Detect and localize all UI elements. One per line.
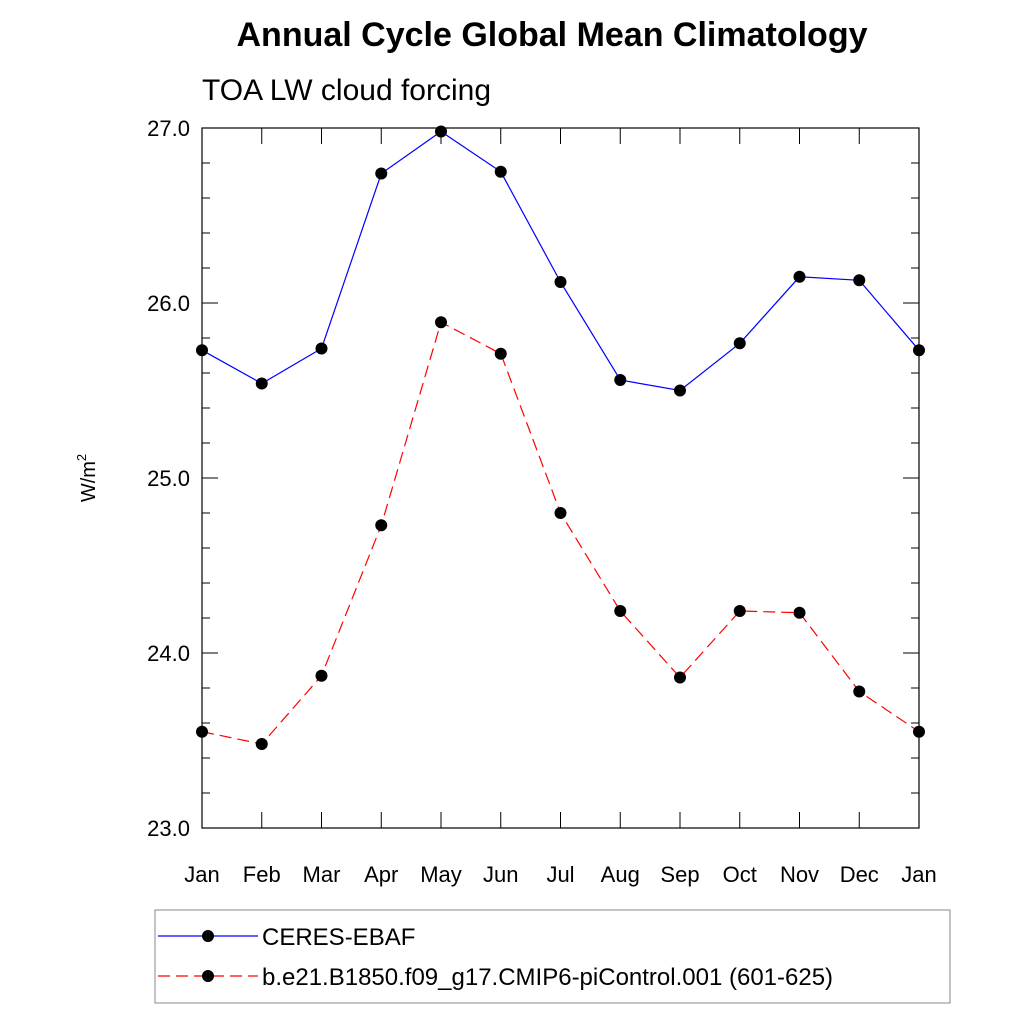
data-point <box>674 384 686 397</box>
legend-swatch-marker <box>202 930 214 942</box>
x-tick-label: Oct <box>723 862 757 887</box>
data-point <box>315 342 328 355</box>
data-point <box>196 725 208 738</box>
series-1 <box>196 125 925 397</box>
x-tick-label: Sep <box>660 862 699 887</box>
y-tick-label: 23.0 <box>147 816 190 841</box>
x-tick-labels: Jan Feb Mar Apr May Jun Jul Aug Sep Oct Nov Dec Jan <box>184 862 936 887</box>
y-axis-label-text: W/m <box>78 461 100 502</box>
data-point <box>554 507 567 519</box>
data-point <box>913 725 925 738</box>
x-tick-label: Jan <box>184 862 219 887</box>
data-point <box>793 606 806 619</box>
data-point <box>674 671 686 684</box>
data-point <box>494 347 507 360</box>
x-tick-label: Jul <box>546 862 574 887</box>
data-point <box>853 274 866 287</box>
chart-title: Annual Cycle Global Mean Climatology <box>237 16 868 54</box>
data-point <box>375 167 388 180</box>
data-point <box>375 519 388 532</box>
x-tick-label: Jan <box>901 862 936 887</box>
x-tick-label: Apr <box>364 862 398 887</box>
data-point <box>554 276 567 288</box>
data-point <box>255 738 268 750</box>
data-point <box>435 316 447 329</box>
data-point <box>315 669 328 682</box>
series-line <box>201 321 920 745</box>
x-tick-label: Mar <box>303 862 341 887</box>
series-line <box>201 130 920 392</box>
y-tick-label: 24.0 <box>147 641 190 666</box>
series-layer <box>196 125 925 750</box>
y-tick-label: 27.0 <box>147 116 190 141</box>
data-point <box>255 377 268 390</box>
x-tick-label: May <box>420 862 462 887</box>
y-axis-label: W/m2 <box>74 454 100 502</box>
legend-swatch-marker <box>202 970 214 982</box>
x-tick-label: Feb <box>243 862 281 887</box>
data-point <box>733 605 746 617</box>
data-point <box>435 125 447 138</box>
x-tick-label: Dec <box>840 862 879 887</box>
legend-item-1: CERES-EBAF <box>158 924 415 951</box>
data-point <box>494 165 507 178</box>
axis-ticks <box>201 127 920 829</box>
x-tick-label: Jun <box>483 862 518 887</box>
legend-item-2: b.e21.B1850.f09_g17.CMIP6-piControl.001 … <box>158 964 833 991</box>
data-point <box>733 337 746 350</box>
data-point <box>614 605 627 617</box>
data-point <box>196 344 208 357</box>
data-point <box>793 270 806 283</box>
y-tick-labels: 23.0 24.0 25.0 26.0 27.0 <box>147 116 190 841</box>
y-tick-label: 26.0 <box>147 291 190 316</box>
legend-label: b.e21.B1850.f09_g17.CMIP6-piControl.001 … <box>262 964 833 991</box>
legend: CERES-EBAF b.e21.B1850.f09_g17.CMIP6-piCo… <box>158 924 833 991</box>
chart-subtitle: TOA LW cloud forcing <box>202 74 491 107</box>
data-point <box>913 344 925 357</box>
data-point <box>614 374 627 386</box>
legend-box <box>154 909 951 1004</box>
x-tick-label: Nov <box>780 862 819 887</box>
x-tick-label: Aug <box>601 862 640 887</box>
series-2 <box>196 316 925 750</box>
data-point <box>853 685 866 698</box>
legend-label: CERES-EBAF <box>262 924 415 951</box>
y-tick-label: 25.0 <box>147 466 190 491</box>
y-axis-label-superscript: 2 <box>74 454 89 461</box>
plot-frame <box>201 127 920 829</box>
svg-text:W/m2: W/m2 <box>74 454 100 502</box>
